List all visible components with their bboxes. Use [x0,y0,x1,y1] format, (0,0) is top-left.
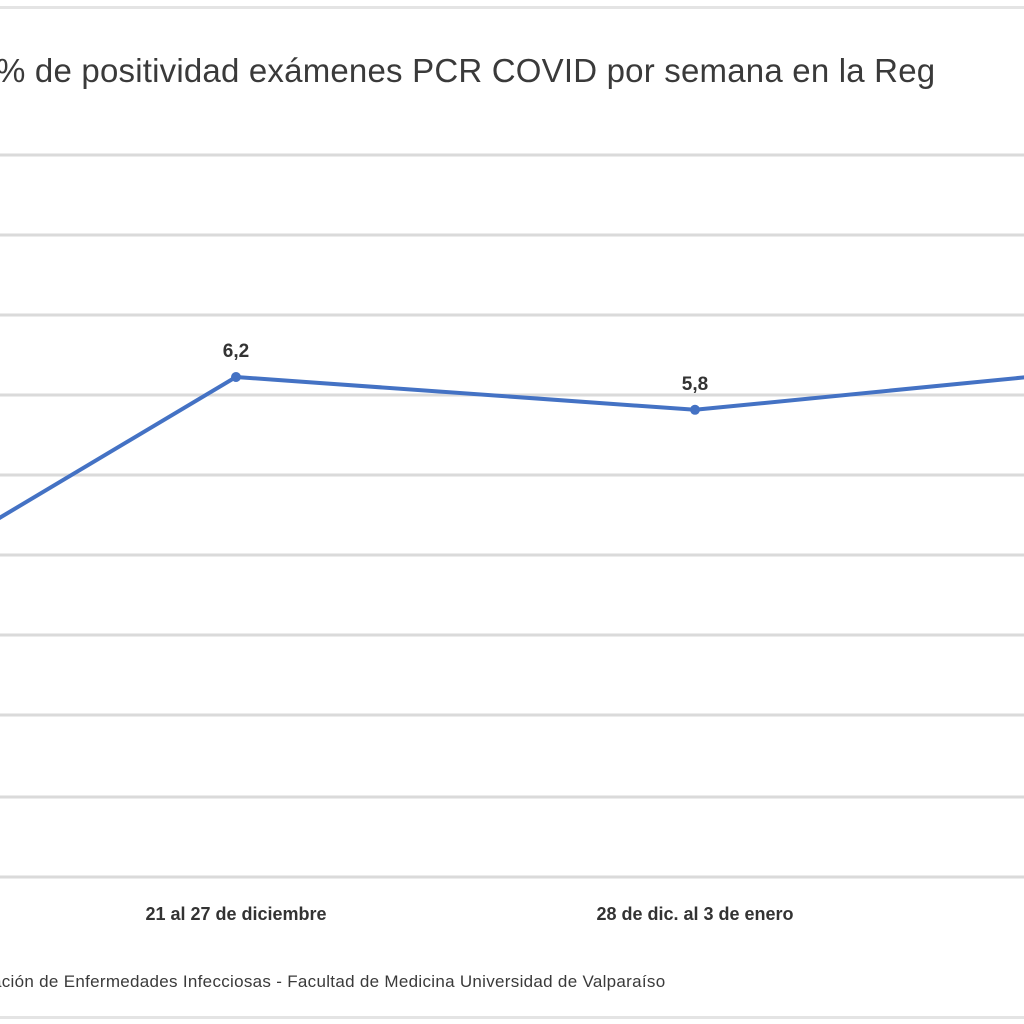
bottom-border [0,1016,1024,1019]
top-border [0,6,1024,9]
data-label: 6,2 [223,341,249,362]
x-tick-label: 28 de dic. al 3 de enero [596,904,793,924]
chart-title: % de positividad exámenes PCR COVID por … [0,52,936,89]
x-axis-ticks: 21 al 27 de diciembre 28 de dic. al 3 de … [145,904,793,924]
data-label: 5,8 [682,374,708,395]
data-labels: 6,2 5,8 [223,341,708,395]
series-line [0,375,1024,520]
series-layer [0,372,1024,520]
x-tick-label: 21 al 27 de diciembre [145,904,326,924]
gridlines [0,153,1024,879]
data-point [690,404,700,415]
source-note: ación de Enfermedades Infecciosas - Facu… [0,972,666,991]
data-point [231,372,241,382]
